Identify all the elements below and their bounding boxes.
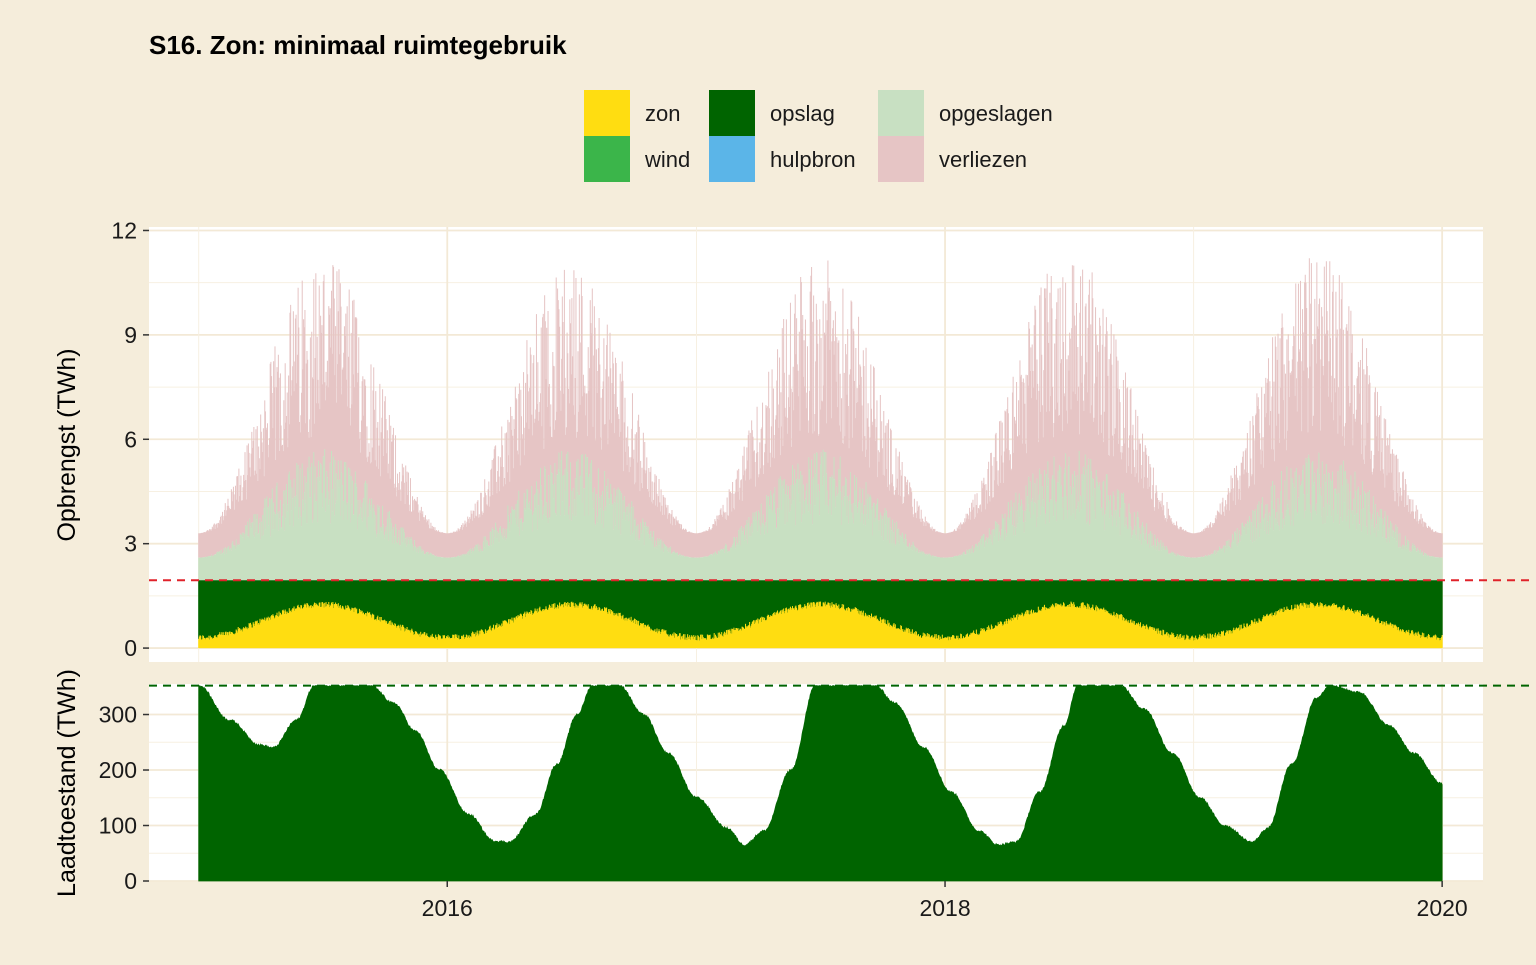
legend-label-opgeslagen: opgeslagen bbox=[939, 101, 1053, 126]
legend-key-opgeslagen bbox=[878, 90, 924, 136]
y-tick-label: 100 bbox=[99, 813, 137, 839]
chart-title: S16. Zon: minimaal ruimtegebruik bbox=[149, 30, 567, 60]
series-laadtoestand bbox=[198, 684, 1443, 882]
legend-item-hulpbron: hulpbron bbox=[709, 136, 856, 182]
y-axis-title: Laadtoestand (TWh) bbox=[53, 669, 81, 897]
series-zon bbox=[198, 601, 1443, 649]
legend-item-zon: zon bbox=[584, 90, 680, 136]
y-tick-label: 0 bbox=[124, 635, 137, 661]
x-tick-label: 2016 bbox=[422, 895, 473, 921]
x-tick-label: 2018 bbox=[919, 895, 970, 921]
legend-item-verliezen: verliezen bbox=[878, 136, 1027, 182]
legend: zon wind opslag hulpbron opgeslagen verliezen bbox=[584, 90, 1053, 182]
series-verliezen bbox=[198, 258, 1443, 558]
x-axis: 2016 2018 2020 bbox=[422, 881, 1468, 921]
legend-label-verliezen: verliezen bbox=[939, 147, 1027, 172]
legend-label-zon: zon bbox=[645, 101, 680, 126]
legend-key-opslag bbox=[709, 90, 755, 136]
y-tick-label: 200 bbox=[99, 757, 137, 783]
daily-bars bbox=[198, 258, 1443, 649]
y-axis-title: Opbrengst (TWh) bbox=[53, 348, 81, 541]
y-tick-label: 6 bbox=[124, 426, 137, 452]
legend-key-hulpbron bbox=[709, 136, 755, 182]
legend-key-wind bbox=[584, 136, 630, 182]
legend-label-hulpbron: hulpbron bbox=[770, 147, 856, 172]
legend-item-opslag: opslag bbox=[709, 90, 835, 136]
panel-opbrengst: 0 3 6 9 12 Opbrengst (TWh) bbox=[53, 217, 1533, 662]
legend-item-wind: wind bbox=[584, 136, 690, 182]
legend-label-opslag: opslag bbox=[770, 101, 835, 126]
legend-item-opgeslagen: opgeslagen bbox=[878, 90, 1053, 136]
panel-laadtoestand: 0 100 200 300 Laadtoestand (TWh) bbox=[53, 669, 1533, 897]
series-opslag bbox=[198, 580, 1443, 641]
series-opgeslagen bbox=[198, 449, 1443, 581]
y-tick-label: 3 bbox=[124, 531, 137, 557]
y-tick-label: 0 bbox=[124, 868, 137, 894]
y-tick-label: 9 bbox=[124, 322, 137, 348]
y-tick-label: 300 bbox=[99, 702, 137, 728]
x-tick-label: 2020 bbox=[1417, 895, 1468, 921]
legend-key-verliezen bbox=[878, 136, 924, 182]
legend-label-wind: wind bbox=[644, 147, 690, 172]
y-tick-label: 12 bbox=[111, 217, 137, 243]
legend-key-zon bbox=[584, 90, 630, 136]
